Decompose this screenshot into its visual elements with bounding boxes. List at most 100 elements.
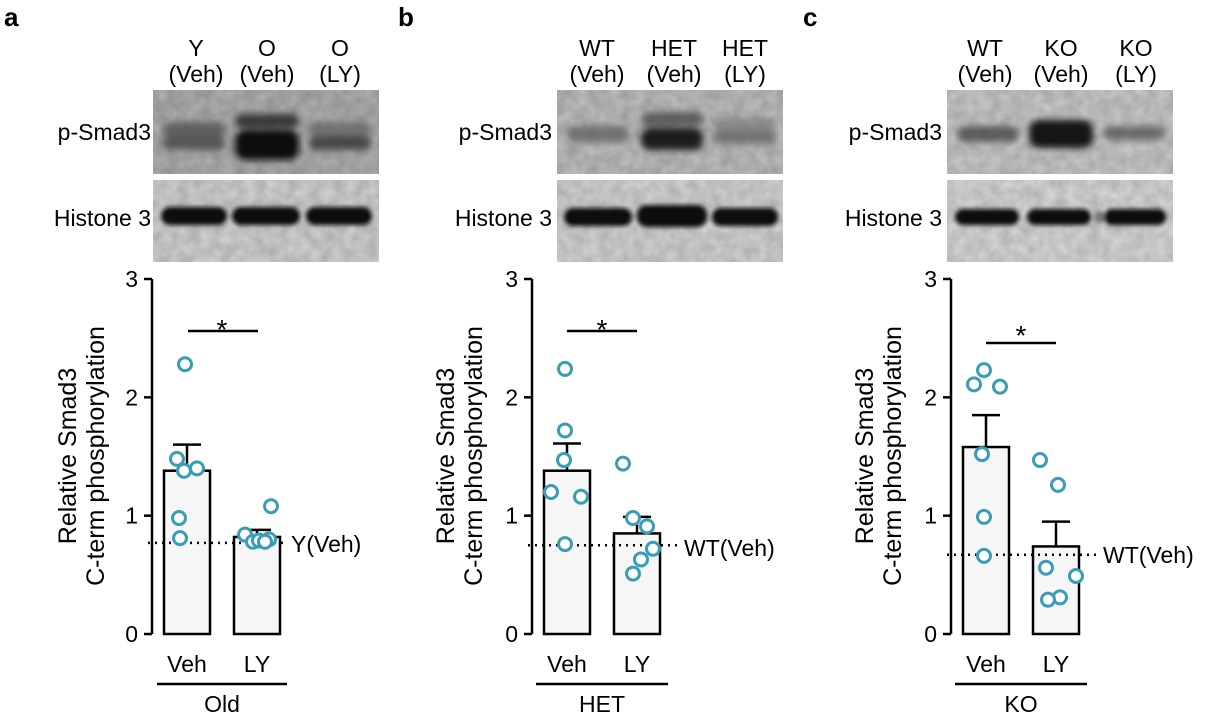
panel-letter: c [803, 2, 817, 32]
lane-3-line-1: HET [722, 35, 768, 61]
reference-label: WT(Veh) [684, 535, 775, 561]
bar-ly [232, 535, 282, 636]
bar-veh [961, 445, 1011, 636]
x-tick-label: LY [1043, 651, 1069, 677]
data-point [645, 540, 661, 557]
chart-a: 0 1 2 3 Veh LY [125, 266, 288, 677]
blot-histone3 [947, 180, 1173, 262]
data-point [172, 530, 188, 547]
data-point [557, 536, 573, 553]
data-point [974, 446, 990, 463]
blot-psmad3 [947, 90, 1173, 174]
group-label: Old [204, 691, 240, 714]
data-point [1050, 476, 1066, 493]
y-axis-label-line-1: Relative Smad3 [432, 368, 460, 544]
y-tick-label: 2 [125, 384, 138, 410]
blot-label-histone3: Histone 3 [54, 205, 151, 231]
y-axis-label-line-2: C-term phosphorylation [82, 326, 110, 586]
lane-labels: WT (Veh) KO (Veh) KO (LY) [958, 35, 1157, 87]
lane-labels: WT (Veh) HET (Veh) HET (LY) [570, 35, 768, 87]
data-point [639, 518, 655, 535]
data-point [976, 362, 992, 379]
lane-2-line-1: KO [1044, 35, 1077, 61]
data-point [263, 498, 279, 515]
data-point [1038, 559, 1054, 576]
lane-2-line-2: (Veh) [647, 61, 702, 87]
lane-3-line-1: O [331, 35, 349, 61]
data-point [625, 510, 641, 527]
x-tick-label: Veh [966, 651, 1006, 677]
y-tick-label: 3 [125, 266, 138, 292]
lane-1-line-2: (Veh) [169, 61, 224, 87]
bar-ly [1031, 545, 1081, 636]
data-point [992, 378, 1008, 395]
panel-letter: a [4, 2, 19, 32]
group-label: KO [1004, 691, 1037, 714]
data-point [171, 510, 187, 527]
data-point [177, 356, 193, 373]
blot-histone3 [557, 180, 783, 262]
blot-histone3 [153, 180, 379, 262]
bar-veh [162, 469, 212, 636]
lane-1-line-2: (Veh) [958, 61, 1013, 87]
x-tick-label: Veh [547, 651, 587, 677]
y-tick-label: 0 [924, 621, 937, 647]
data-point [189, 460, 205, 477]
x-tick-label: Veh [167, 651, 207, 677]
lane-1-line-2: (Veh) [570, 61, 625, 87]
reference-label: WT(Veh) [1103, 542, 1194, 568]
data-point [257, 533, 273, 550]
lane-3-line-1: KO [1119, 35, 1152, 61]
x-tick-label: LY [244, 651, 270, 677]
panel-a: a Y (Veh) O (Veh) O (LY) p-Smad3 Histone… [4, 2, 379, 714]
data-point [176, 462, 192, 479]
blot-label-histone3: Histone 3 [845, 205, 942, 231]
lane-2-line-2: (Veh) [240, 61, 295, 87]
blot-psmad3 [153, 90, 379, 174]
data-point [169, 450, 185, 467]
data-point [557, 422, 573, 439]
group-label: HET [579, 691, 625, 714]
y-tick-label: 2 [505, 384, 518, 410]
blot-label-psmad3: p-Smad3 [58, 119, 151, 145]
data-point [557, 360, 573, 377]
reference-label: Y(Veh) [291, 531, 361, 557]
lane-3-line-2: (LY) [319, 61, 361, 87]
data-point [976, 547, 992, 564]
data-point [625, 565, 641, 582]
panel-c: c WT (Veh) KO (Veh) KO (LY) p-Smad3 Hist… [803, 2, 1194, 714]
y-tick-label: 0 [125, 621, 138, 647]
panel-letter: b [398, 2, 414, 32]
data-point [1068, 568, 1084, 585]
data-point [976, 508, 992, 525]
panel-b: b WT (Veh) HET (Veh) HET (LY) p-Smad3 Hi… [398, 2, 783, 714]
significance-star: * [1016, 320, 1027, 351]
lane-labels: Y (Veh) O (Veh) O (LY) [169, 35, 361, 87]
lane-2-line-1: O [258, 35, 276, 61]
y-tick-label: 2 [924, 384, 937, 410]
significance-star: * [597, 314, 608, 345]
blot-label-psmad3: p-Smad3 [849, 119, 942, 145]
data-point [966, 376, 982, 393]
data-point [1032, 452, 1048, 469]
lane-2-line-1: HET [651, 35, 697, 61]
significance-star: * [217, 314, 228, 345]
data-point [633, 551, 649, 568]
blot-label-histone3: Histone 3 [455, 205, 552, 231]
y-tick-label: 3 [505, 266, 518, 292]
y-tick-label: 1 [924, 503, 937, 529]
lane-1-line-1: WT [579, 35, 615, 61]
y-axis-label-line-1: Relative Smad3 [851, 368, 879, 544]
y-tick-label: 0 [505, 621, 518, 647]
x-tick-label: LY [624, 651, 650, 677]
lane-3-line-2: (LY) [724, 61, 766, 87]
y-axis-label-line-2: C-term phosphorylation [460, 326, 488, 586]
chart-c: 0 1 2 3 Veh LY [924, 266, 1101, 677]
lane-3-line-2: (LY) [1115, 61, 1157, 87]
lane-1-line-1: WT [967, 35, 1003, 61]
chart-b: 0 1 2 3 Veh LY [505, 266, 682, 677]
lane-1-line-1: Y [188, 35, 203, 61]
y-tick-label: 3 [924, 266, 937, 292]
blot-label-psmad3: p-Smad3 [459, 119, 552, 145]
y-axis-label-line-2: C-term phosphorylation [879, 326, 907, 586]
